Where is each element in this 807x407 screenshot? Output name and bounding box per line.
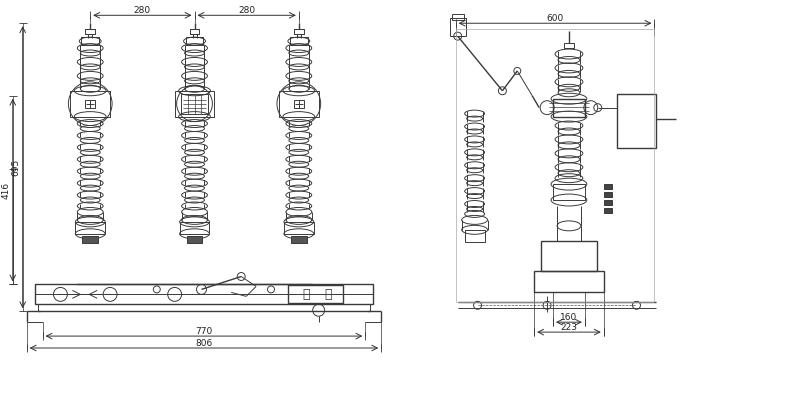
Text: 160: 160 (560, 313, 578, 322)
Bar (294, 29, 303, 34)
Bar (190, 29, 199, 34)
Bar (174, 91, 215, 116)
Bar (75, 222, 105, 234)
Bar (86, 100, 95, 108)
Bar (82, 236, 98, 243)
Bar (35, 284, 374, 304)
Bar (284, 222, 314, 234)
Text: 分: 分 (302, 288, 310, 301)
Text: 806: 806 (195, 339, 212, 348)
Text: 695: 695 (11, 159, 20, 176)
Bar (70, 91, 110, 116)
Bar (288, 285, 342, 303)
Text: 223: 223 (560, 323, 578, 332)
Text: 合: 合 (325, 288, 332, 301)
Text: 770: 770 (195, 327, 212, 336)
Bar (604, 184, 612, 189)
Bar (553, 184, 585, 200)
Bar (291, 236, 307, 243)
Bar (86, 29, 95, 34)
Text: 280: 280 (134, 6, 151, 15)
Bar (186, 37, 203, 45)
Bar (290, 37, 307, 45)
Text: 600: 600 (546, 14, 563, 23)
Bar (452, 14, 464, 20)
Bar (604, 200, 612, 205)
Bar (449, 18, 466, 36)
Bar (534, 271, 604, 292)
Bar (541, 241, 596, 271)
Bar (553, 99, 585, 116)
Bar (181, 94, 208, 114)
Bar (604, 208, 612, 213)
Bar (186, 236, 203, 243)
Bar (82, 37, 99, 45)
Bar (564, 43, 574, 48)
Bar (38, 304, 370, 311)
Bar (604, 192, 612, 197)
Text: 280: 280 (238, 6, 255, 15)
Bar (617, 94, 656, 149)
Bar (279, 91, 319, 116)
Bar (294, 100, 303, 108)
Bar (180, 222, 210, 234)
Bar (465, 230, 484, 242)
Text: 416: 416 (2, 182, 10, 199)
